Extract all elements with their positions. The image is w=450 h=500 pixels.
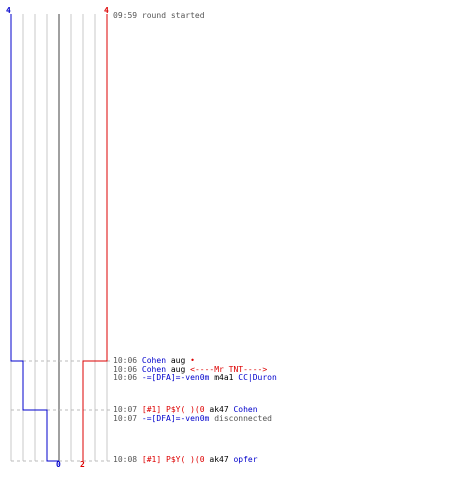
blue-start-score: 4 [6, 6, 11, 15]
red-end-score: 2 [80, 460, 85, 469]
log-part: m4a1 [214, 373, 234, 382]
log-line: 09:59 round started [113, 11, 205, 21]
log-part: disconnected [214, 414, 272, 423]
log-part: [#1] P$Y( )(0 [141, 405, 205, 414]
grid-lines [10, 14, 108, 461]
event-markers [11, 360, 110, 462]
blue-end-score: 0 [56, 460, 61, 469]
blue-team-line [10, 14, 59, 462]
log-part: Cohen [141, 365, 167, 374]
log-time: 10:06 [113, 373, 138, 382]
log-part: • [190, 356, 195, 365]
log-part: Cohen [233, 405, 258, 414]
log-time: 10:08 [113, 455, 138, 464]
log-time: 10:07 [113, 414, 138, 423]
red-start-score: 4 [104, 6, 109, 15]
log-line: 10:06 Cohen aug • [113, 356, 195, 366]
log-line: 10:07 [#1] P$Y( )(0 ak47 Cohen [113, 405, 258, 415]
log-part: aug [170, 356, 186, 365]
log-part: round started [141, 11, 205, 20]
log-part: [#1] P$Y( )(0 [141, 455, 205, 464]
log-time: 10:07 [113, 405, 138, 414]
log-time: 10:06 [113, 356, 138, 365]
log-time: 09:59 [113, 11, 138, 20]
log-part: opfer [233, 455, 258, 464]
log-part: -=[DFA]=-ven0m [141, 414, 210, 423]
log-part: <----Mr TNT----> [190, 365, 268, 374]
log-line: 10:06 Cohen aug <----Mr TNT----> [113, 365, 267, 375]
log-part: ak47 [209, 405, 229, 414]
log-line: 10:08 [#1] P$Y( )(0 ak47 opfer [113, 455, 258, 465]
log-part: aug [170, 365, 186, 374]
log-part: Cohen [141, 356, 167, 365]
log-time: 10:06 [113, 365, 138, 374]
log-part: CC|Duron [238, 373, 277, 382]
log-line: 10:06 -=[DFA]=-ven0m m4a1 CC|Duron [113, 373, 277, 383]
log-part: -=[DFA]=-ven0m [141, 373, 210, 382]
log-part: ak47 [209, 455, 229, 464]
red-team-line [82, 14, 108, 461]
log-line: 10:07 -=[DFA]=-ven0m disconnected [113, 414, 272, 424]
